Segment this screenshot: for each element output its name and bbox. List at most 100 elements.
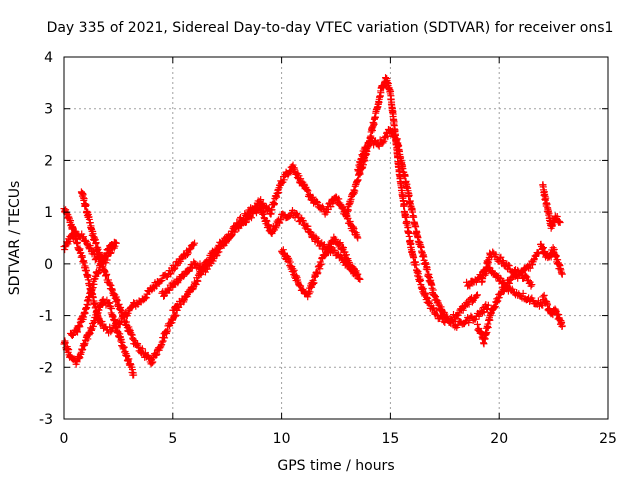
y-tick-label: 2 (44, 153, 53, 169)
data-point (329, 200, 337, 208)
data-point (522, 272, 530, 280)
data-point (423, 266, 431, 274)
x-tick-label: 0 (60, 431, 69, 447)
data-point (497, 275, 505, 283)
data-point (80, 233, 88, 241)
data-point (160, 292, 168, 300)
data-point (247, 214, 255, 222)
data-point (465, 319, 473, 327)
data-point (432, 310, 440, 318)
data-point (69, 330, 77, 338)
data-point (354, 234, 362, 242)
data-point (69, 235, 77, 243)
series-track-n (539, 181, 564, 232)
x-tick-label: 5 (168, 431, 177, 447)
data-point (518, 268, 526, 276)
data-point (350, 266, 358, 274)
data-point (528, 281, 536, 289)
data-point (375, 142, 383, 150)
data-point (170, 265, 178, 273)
data-point (167, 270, 175, 278)
grid-layer (64, 57, 608, 419)
series-track-j (354, 125, 492, 331)
data-point (425, 270, 433, 278)
x-tick-label: 20 (490, 431, 508, 447)
data-point (539, 244, 547, 252)
data-point (188, 264, 196, 272)
data-point (362, 145, 370, 153)
data-point (98, 317, 106, 325)
data-point (187, 245, 195, 253)
data-point (194, 277, 202, 285)
data-point (523, 273, 531, 281)
data-point (335, 240, 343, 248)
data-point (314, 199, 322, 207)
data-point (558, 270, 566, 278)
data-point (342, 251, 350, 259)
y-tick-label: 1 (44, 205, 53, 221)
data-point (180, 272, 188, 280)
data-point (277, 216, 285, 224)
data-point (380, 137, 388, 145)
series-track-i (343, 74, 481, 327)
data-point (356, 275, 364, 283)
data-point (316, 265, 324, 273)
data-point (263, 217, 271, 225)
data-point (483, 328, 491, 336)
data-point (473, 292, 481, 300)
data-point (95, 254, 103, 262)
data-point (299, 285, 307, 293)
data-point (505, 279, 513, 287)
data-point (213, 246, 221, 254)
y-tick-label: 3 (44, 102, 53, 118)
data-point (285, 168, 293, 176)
data-point (379, 139, 387, 147)
data-point (68, 331, 76, 339)
data-point (314, 269, 322, 277)
data-point (142, 294, 150, 302)
data-point (185, 246, 193, 254)
data-point (112, 239, 120, 247)
data-point (303, 186, 311, 194)
data-point (335, 195, 343, 203)
data-point (412, 223, 420, 231)
data-point (492, 251, 500, 259)
data-point (112, 320, 120, 328)
data-point (336, 239, 344, 247)
data-point (390, 133, 398, 141)
series-track-o (537, 240, 566, 278)
series-track-p (539, 291, 566, 330)
data-point (461, 318, 469, 326)
data-point (484, 324, 492, 332)
data-point (61, 246, 69, 254)
data-point (214, 245, 222, 253)
data-point (82, 201, 90, 209)
data-point (304, 222, 312, 230)
data-point (303, 185, 311, 193)
data-point (465, 281, 473, 289)
data-point (108, 305, 116, 313)
y-tick-label: -1 (39, 309, 53, 325)
data-point (388, 127, 396, 135)
data-point (276, 215, 284, 223)
data-point (306, 288, 314, 296)
x-axis-label: GPS time / hours (277, 458, 394, 474)
data-point (158, 276, 166, 284)
y-tick-label: -2 (39, 360, 53, 376)
data-point (219, 241, 227, 249)
data-point (175, 274, 183, 282)
data-point (352, 269, 360, 277)
data-point (306, 228, 314, 236)
data-point (497, 253, 505, 261)
data-point (473, 291, 481, 299)
data-point (141, 295, 149, 303)
data-point (508, 285, 516, 293)
ticks-layer: 0 5 10 15 20 25 -3 -2 -1 0 1 2 3 4 (39, 50, 617, 447)
data-point (558, 322, 566, 330)
data-point (164, 285, 172, 293)
data-point (429, 305, 437, 313)
data-point (495, 294, 503, 302)
data-point (276, 219, 284, 227)
data-point (430, 304, 438, 312)
data-point (183, 251, 191, 259)
